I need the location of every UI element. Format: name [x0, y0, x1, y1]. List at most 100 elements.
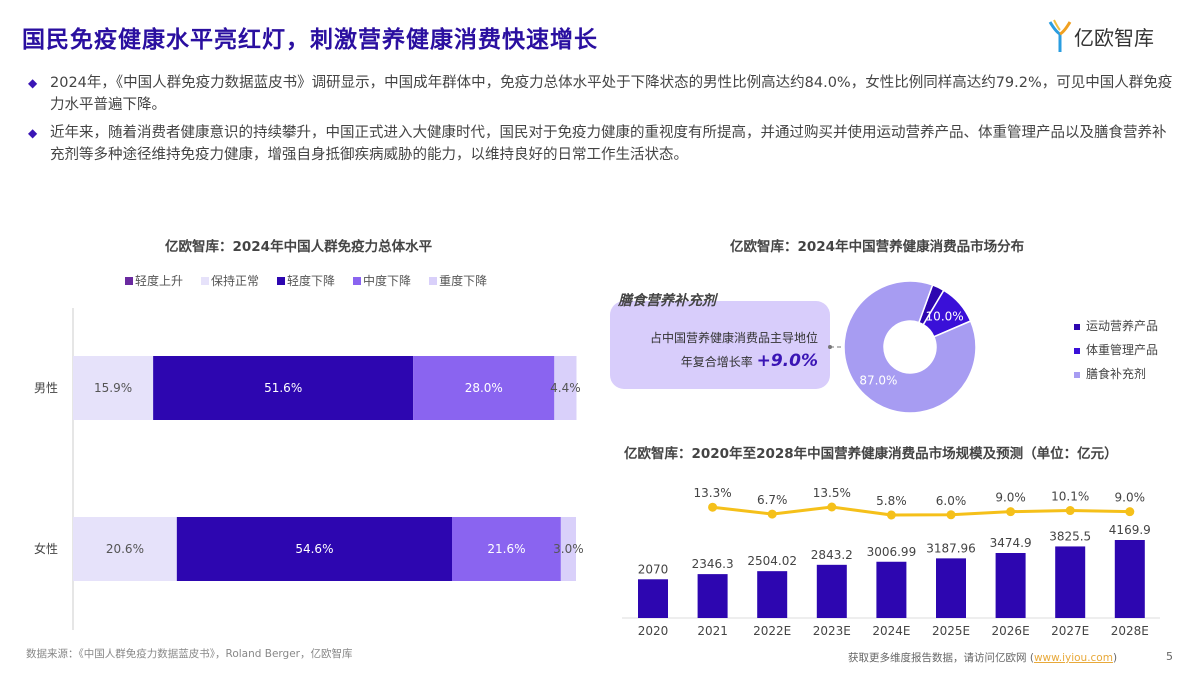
data-label: 3.0% [553, 542, 584, 556]
page-number: 5 [1166, 650, 1173, 663]
growth-label: 6.0% [936, 494, 967, 508]
bar-value-label: 2346.3 [692, 557, 734, 571]
diamond-icon: ◆ [28, 76, 38, 90]
growth-point [946, 510, 956, 520]
bar-value-label: 4169.9 [1109, 523, 1151, 537]
bullet-text: 2024年，《中国人群免疫力数据蓝皮书》调研显示，中国成年群体中，免疫力总体水平… [50, 75, 1173, 113]
bar-value-label: 2070 [638, 562, 669, 576]
legend-item: 重度下降 [429, 272, 487, 289]
growth-point [886, 510, 896, 520]
logo-text: 亿欧智库 [1074, 25, 1154, 50]
bullet-item: ◆ 2024年，《中国人群免疫力数据蓝皮书》调研显示，中国成年群体中，免疫力总体水… [28, 72, 1178, 116]
bar [995, 553, 1026, 618]
connector-dot [828, 345, 832, 349]
legend-item: 保持正常 [201, 272, 259, 289]
legend-label: 轻度上升 [135, 274, 184, 288]
bar [876, 561, 907, 618]
footer-label: 获取更多维度报告数据，请访问亿欧网 ( [848, 652, 1034, 664]
bar [936, 558, 966, 618]
slice-label: 87.0% [859, 373, 897, 387]
bullet-list: ◆ 2024年，《中国人群免疫力数据蓝皮书》调研显示，中国成年群体中，免疫力总体水… [28, 72, 1178, 172]
chart-title-market-size: 亿欧智库：2020年至2028年中国营养健康消费品市场规模及预测（单位：亿元） [624, 446, 1118, 462]
growth-label: 9.0% [995, 491, 1026, 505]
bar-segment [413, 356, 555, 420]
donut-slice [843, 280, 977, 414]
x-tick-label: 2025E [932, 624, 970, 638]
legend-label: 中度下降 [363, 274, 412, 288]
growth-point [767, 509, 777, 519]
growth-point [1125, 507, 1135, 517]
bar-segment [73, 356, 154, 420]
x-tick-label: 2022E [753, 624, 791, 638]
bar-value-label: 3825.5 [1049, 529, 1091, 543]
footer-link[interactable]: www.iyiou.com [1033, 652, 1113, 664]
bar [816, 564, 847, 618]
legend-item: 轻度下降 [277, 272, 335, 289]
legend-swatch [125, 276, 133, 285]
data-label: 28.0% [465, 381, 503, 395]
growth-label: 5.8% [876, 494, 907, 508]
distribution-donut-chart: 10.0% 87.0% [828, 280, 977, 414]
logo: 亿欧智库 [1048, 18, 1154, 54]
legend-label: 轻度下降 [287, 274, 336, 288]
bar-segment [560, 517, 576, 581]
x-tick-label: 2028E [1111, 624, 1149, 638]
growth-point [827, 502, 837, 512]
bullet-text: 近年来，随着消费者健康意识的持续攀升，中国正式进入大健康时代，国民对于免疫力健康… [50, 125, 1167, 163]
legend-swatch [1074, 323, 1080, 330]
bar-segment [153, 356, 414, 420]
category-label: 男性 [34, 381, 58, 395]
x-tick-label: 2027E [1051, 624, 1089, 638]
x-tick-label: 2023E [813, 624, 851, 638]
legend-swatch [353, 276, 362, 285]
growth-line [712, 505, 1130, 517]
logo-icon [1048, 19, 1072, 52]
data-label: 4.4% [550, 381, 581, 395]
bullet-item: ◆ 近年来，随着消费者健康意识的持续攀升，中国正式进入大健康时代，国民对于免疫力健… [28, 122, 1178, 166]
legend-swatch [201, 276, 210, 285]
footer-text: 获取更多维度报告数据，请访问亿欧网 (www.iyiou.com) [848, 650, 1117, 665]
bar [757, 571, 788, 618]
bar-segment [73, 517, 177, 581]
cagr-label: 年复合增长率 [680, 355, 753, 369]
chart-legend: 轻度上升 保持正常 轻度下降 中度下降 重度下降 [125, 272, 487, 289]
bar-value-label: 2504.02 [747, 554, 797, 568]
legend-swatch [429, 276, 438, 285]
legend-label: 保持正常 [211, 274, 260, 288]
callout-box: 占中国营养健康消费品主导地位 年复合增长率 +9.0% [610, 301, 830, 389]
legend-swatch [1074, 371, 1080, 378]
legend-swatch [1074, 347, 1080, 354]
page-title: 国民免疫健康水平亮红灯，刺激营养健康消费快速增长 [22, 27, 598, 53]
data-label: 54.6% [295, 542, 333, 556]
growth-point [1006, 507, 1016, 517]
legend-item: 中度下降 [353, 272, 411, 289]
data-label: 15.9% [94, 381, 132, 395]
legend-label: 运动营养产品 [1086, 319, 1159, 333]
bar-segment [176, 517, 453, 581]
chart-title-distribution: 亿欧智库：2024年中国营养健康消费品市场分布 [730, 239, 1025, 255]
x-tick-label: 2024E [872, 624, 910, 638]
growth-point [708, 502, 718, 512]
legend-label: 体重管理产品 [1086, 343, 1159, 357]
growth-point [1065, 506, 1075, 516]
legend-item: 膳食补充剂 [1074, 362, 1158, 386]
legend-swatch [277, 276, 286, 285]
immunity-stacked-bar-chart: 男性 15.9% 51.6% 28.0% 4.4% 女性 20.6% 54.6% 21.6% 3.… [34, 308, 584, 630]
cagr-value: +9.0% [756, 351, 818, 371]
data-label: 21.6% [487, 542, 525, 556]
x-tick-label: 2020 [638, 624, 669, 638]
bar [1114, 540, 1145, 618]
diamond-icon: ◆ [28, 126, 38, 140]
growth-label: 9.0% [1115, 491, 1146, 505]
donut-legend: 运动营养产品 体重管理产品膳食补充剂 [1074, 314, 1158, 386]
bar-value-label: 2843.2 [811, 548, 853, 562]
bar-value-label: 3187.96 [926, 541, 976, 555]
legend-label: 重度下降 [439, 274, 488, 288]
footer-paren: ) [1112, 652, 1118, 664]
data-label: 20.6% [106, 542, 144, 556]
legend-item: 体重管理产品 [1074, 338, 1158, 362]
growth-label: 13.5% [813, 486, 851, 500]
legend-item: 运动营养产品 [1074, 314, 1158, 338]
market-size-chart: 2070 2020 2346.3 2021 2504.02 2022E 2843.2 2023… [622, 486, 1160, 638]
bar [638, 579, 668, 618]
